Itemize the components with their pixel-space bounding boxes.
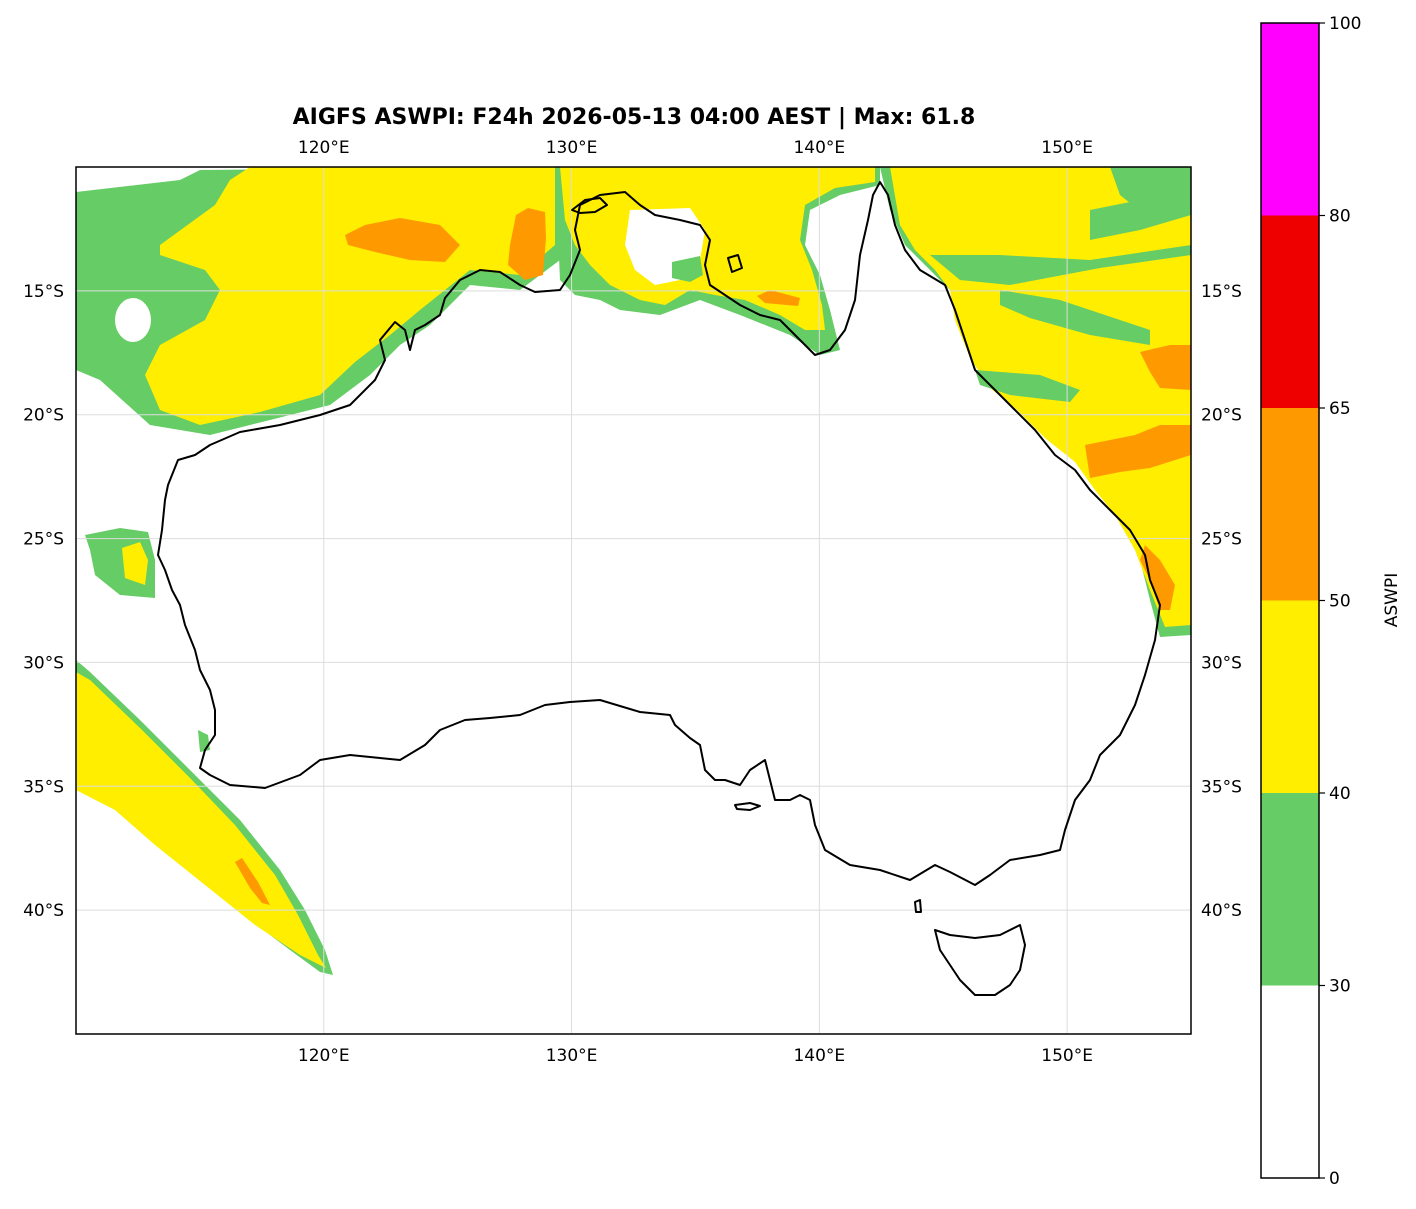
colorbar-bands <box>1261 23 1319 1178</box>
coastline <box>157 181 1161 996</box>
lon-tick-label-bottom: 150°E <box>1041 1046 1093 1066</box>
lat-tick-label-right: 20°S <box>1201 406 1242 426</box>
aswpi-field <box>76 167 1191 975</box>
lat-tick-label-right: 30°S <box>1201 653 1242 673</box>
region-east-green-band-1 <box>930 245 1191 285</box>
region-gulf-green <box>672 256 703 282</box>
map-frame <box>75 166 1192 1035</box>
lat-tick-label-right: 25°S <box>1201 530 1242 550</box>
lat-tick-label-left: 25°S <box>23 530 64 550</box>
lat-tick-label-right: 15°S <box>1201 282 1242 302</box>
lat-tick-label-right: 40°S <box>1201 901 1242 921</box>
lon-tick-label-bottom: 120°E <box>298 1046 350 1066</box>
colorbar-band <box>1261 23 1319 216</box>
region-east-green-band-2 <box>1000 290 1150 345</box>
lat-tick-label-left: 30°S <box>23 653 64 673</box>
lat-tick-label-left: 15°S <box>23 282 64 302</box>
lat-tick-label-left: 20°S <box>23 406 64 426</box>
region-south-orange <box>235 858 270 905</box>
colorbar-tick-label: 100 <box>1329 14 1361 34</box>
lat-tick-label-left: 35°S <box>23 777 64 797</box>
lon-tick-label-top: 140°E <box>793 138 845 158</box>
region-east-orange-2 <box>1085 425 1191 478</box>
gridlines <box>76 167 1191 1034</box>
lon-tick-label-top: 150°E <box>1041 138 1093 158</box>
colorbar: 0 30 40 50 65 80 100 ASWPI <box>1260 14 1402 1189</box>
region-east-orange-1 <box>1140 345 1191 390</box>
map-title: AIGFS ASWPI: F24h 2026-05-13 04:00 AEST … <box>293 105 976 130</box>
coastline-groote <box>727 254 743 273</box>
coastline-mainland <box>157 181 1161 886</box>
colorbar-band <box>1261 600 1319 793</box>
region-nw-orange-2 <box>508 208 546 280</box>
colorbar-band <box>1261 793 1319 986</box>
lon-tick-label-top: 130°E <box>546 138 598 158</box>
colorbar-tick-label: 50 <box>1329 592 1351 612</box>
colorbar-tick-label: 40 <box>1329 784 1351 804</box>
region-sharkbay-yellow <box>122 542 148 585</box>
colorbar-band <box>1261 215 1319 408</box>
coastline-tasmania <box>934 924 1026 996</box>
region-nw-gap <box>115 298 151 342</box>
colorbar-label: ASWPI <box>1382 573 1402 628</box>
colorbar-tick-label: 30 <box>1329 977 1351 997</box>
lon-tick-label-bottom: 130°E <box>546 1046 598 1066</box>
colorbar-tick-label: 80 <box>1329 207 1351 227</box>
lat-tick-label-right: 35°S <box>1201 777 1242 797</box>
lat-tick-label-left: 40°S <box>23 901 64 921</box>
colorbar-ticks: 0 30 40 50 65 80 100 <box>1319 14 1361 1189</box>
colorbar-tick-label: 65 <box>1329 399 1351 419</box>
region-east-green-band-4 <box>1090 195 1191 240</box>
coastline-king-island <box>914 899 922 913</box>
coastline-kangaroo-island <box>734 802 761 811</box>
coastline-melville-island <box>571 197 608 214</box>
region-nw-orange <box>345 218 460 262</box>
region-east-orange-3 <box>1140 545 1175 610</box>
region-topend-yellow <box>560 167 875 330</box>
region-east-green-band-3 <box>975 370 1080 402</box>
region-topend-orange <box>757 290 800 306</box>
lon-tick-label-bottom: 140°E <box>793 1046 845 1066</box>
map-panel: 120°E 120°E 130°E 130°E 140°E 140°E 150°E 150°E… <box>23 138 1242 1066</box>
lon-tick-label-top: 120°E <box>298 138 350 158</box>
colorbar-band <box>1261 985 1319 1178</box>
colorbar-band <box>1261 408 1319 601</box>
region-nw-yellow <box>145 167 555 425</box>
colorbar-tick-label: 0 <box>1329 1169 1340 1189</box>
tick-labels: 120°E 120°E 130°E 130°E 140°E 140°E 150°E 150°E… <box>23 138 1242 1066</box>
